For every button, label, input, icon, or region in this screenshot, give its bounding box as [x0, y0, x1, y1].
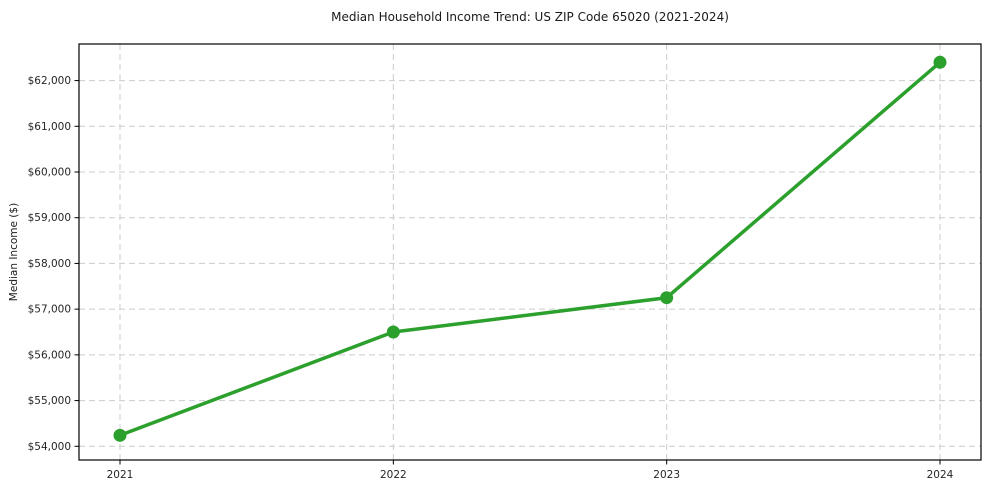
x-tick-label: 2021 [107, 469, 134, 481]
y-tick-label: $59,000 [28, 212, 71, 224]
data-point-2022 [386, 325, 400, 339]
plot-frame [78, 43, 982, 461]
data-point-2024 [933, 55, 947, 69]
y-tick-label: $61,000 [28, 121, 71, 133]
data-point-2021 [113, 428, 127, 442]
data-point-2023 [660, 291, 674, 305]
series-line [118, 60, 942, 438]
x-tick-label: 2022 [380, 469, 407, 481]
chart-title: Median Household Income Trend: US ZIP Co… [331, 10, 729, 24]
y-tick-label: $54,000 [28, 441, 71, 453]
y-tick-label: $56,000 [28, 349, 71, 361]
x-tick-label: 2023 [653, 469, 680, 481]
y-tick-label: $55,000 [28, 395, 71, 407]
y-tick-label: $62,000 [28, 75, 71, 87]
y-tick-label: $57,000 [28, 304, 71, 316]
y-tick-label: $58,000 [28, 258, 71, 270]
x-tick-label: 2024 [927, 469, 954, 481]
y-tick-label: $60,000 [28, 167, 71, 179]
